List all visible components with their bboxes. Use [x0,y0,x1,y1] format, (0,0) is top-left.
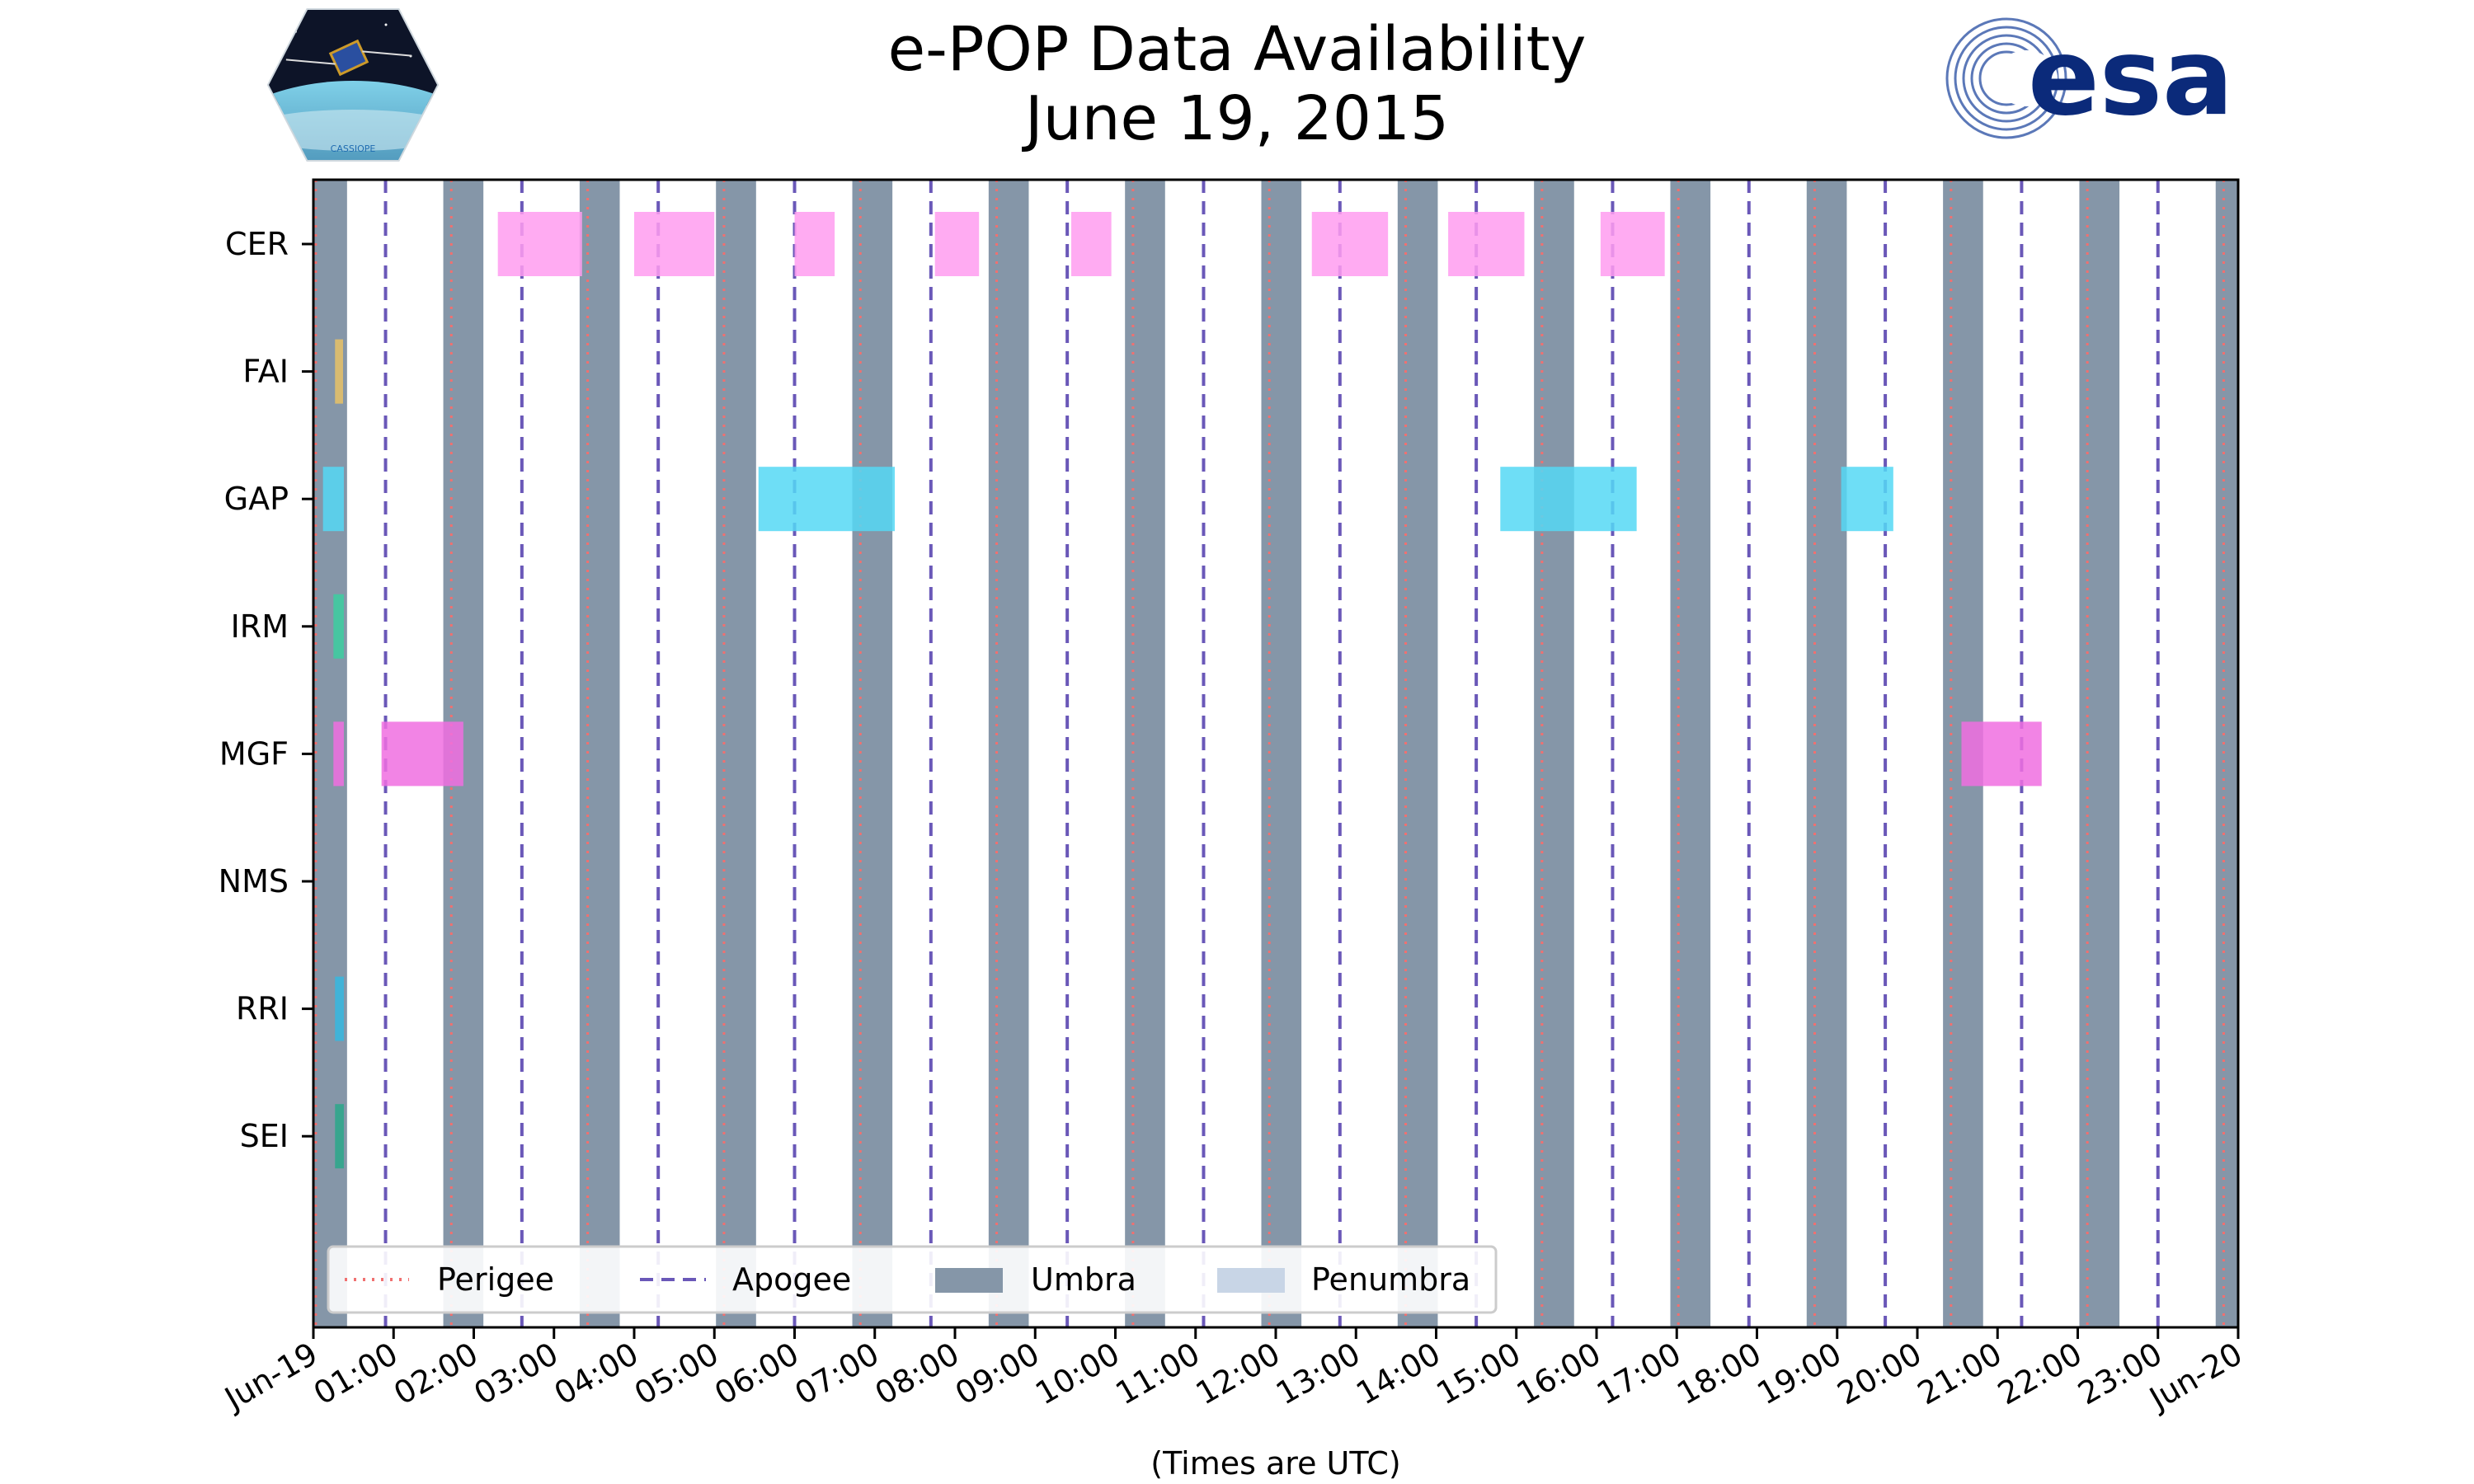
interval-bar-cer [1311,212,1389,276]
interval-bar-gap [1841,467,1893,532]
x-tick-label: 06:00 [708,1336,805,1412]
interval-bar-mgf [381,721,463,787]
y-tick-label-cer: CER [225,226,289,262]
y-tick-label-sei: SEI [240,1118,289,1154]
esa-logo-text: esa [2028,16,2233,139]
x-tick-label: 15:00 [1430,1336,1526,1412]
cassiope-logo-text: CASSIOPE [331,143,376,154]
x-tick-label: 11:00 [1109,1336,1206,1412]
interval-bar-cer [794,212,835,276]
chart-title-line-1: e-POP Data Availability [887,14,1587,85]
x-axis: Jun-1901:0002:0003:0004:0005:0006:0007:0… [218,1327,2249,1418]
y-tick-label-rri: RRI [236,991,289,1027]
interval-bar-mgf [1961,721,2042,787]
x-tick-label: 17:00 [1591,1336,1687,1412]
umbra-band [716,180,756,1327]
y-tick-label-gap: GAP [224,481,289,517]
legend-box [327,1245,1498,1314]
interval-bar-gap [758,467,896,532]
x-tick-label: 04:00 [548,1336,645,1412]
x-tick-label: 10:00 [1029,1336,1126,1412]
interval-bar-fai [335,339,343,404]
esa-logo: esa [1945,16,2233,139]
chart-title: e-POP Data Availability June 19, 2015 [0,15,2474,153]
umbra-band [1261,180,1302,1327]
x-tick-label: 22:00 [1992,1336,2088,1412]
x-tick-label: 13:00 [1270,1336,1366,1412]
x-tick-label: 18:00 [1671,1336,1767,1412]
perigee-line-layer [314,180,2225,1327]
chart-title-line-2: June 19, 2015 [1024,83,1450,154]
x-tick-label: 03:00 [468,1336,564,1412]
x-tick-label: 08:00 [869,1336,966,1412]
legend-label-apogee: Apogee [732,1261,851,1298]
umbra-band-layer [313,180,2238,1327]
umbra-band [1534,180,1574,1327]
interval-bar-gap [322,467,344,532]
x-tick-label: 19:00 [1751,1336,1847,1412]
umbra-band [2079,180,2120,1327]
interval-bar-gap [1500,467,1637,532]
umbra-band [1125,180,1165,1327]
interval-bar-cer [1448,212,1525,276]
x-tick-label: 20:00 [1832,1336,1928,1412]
legend-label-umbra: Umbra [1031,1261,1136,1298]
y-tick-label-nms: NMS [219,863,289,899]
x-axis-label: (Times are UTC) [1150,1445,1400,1482]
y-axis: CER FAI GAP IRM MGF NMS RRI SEI [219,226,313,1154]
cassiope-mission-logo: CASSIOPE [266,8,440,162]
umbra-band [1670,180,1711,1327]
interval-bar-cer [634,212,715,276]
interval-bar-cer [1600,212,1665,276]
x-tick-label: 12:00 [1190,1336,1286,1412]
x-tick-label: Jun-19 [218,1336,324,1418]
legend-label-penumbra: Penumbra [1311,1261,1470,1298]
interval-bar-irm [333,594,344,659]
x-tick-label: 21:00 [1912,1336,2008,1412]
x-tick-label: 16:00 [1511,1336,1607,1412]
legend-swatch-umbra [935,1268,1003,1293]
legend: Perigee Apogee Umbra Penumbra [327,1245,1498,1314]
interval-bar-cer [934,212,980,276]
x-tick-label: Jun-20 [2142,1336,2249,1418]
x-tick-label: 01:00 [308,1336,404,1412]
x-tick-label: 05:00 [628,1336,725,1412]
legend-label-perigee: Perigee [437,1261,554,1298]
umbra-band [1397,180,1438,1327]
umbra-band [1806,180,1847,1327]
x-tick-label: 02:00 [388,1336,484,1412]
instrument-interval-layer [322,212,2042,1169]
umbra-band [2215,180,2238,1327]
y-tick-label-mgf: MGF [219,735,289,772]
interval-bar-mgf [333,721,344,787]
x-tick-label: 07:00 [788,1336,885,1412]
interval-bar-rri [335,976,344,1041]
interval-bar-cer [497,212,582,276]
legend-swatch-penumbra [1217,1268,1285,1293]
y-tick-label-fai: FAI [242,354,289,390]
umbra-band [852,180,893,1327]
umbra-band [579,180,620,1327]
interval-bar-sei [335,1104,344,1169]
x-tick-label: 09:00 [949,1336,1046,1412]
y-tick-label-irm: IRM [231,608,289,645]
apogee-line-layer [383,180,2160,1327]
umbra-band [988,180,1029,1327]
x-tick-label: 14:00 [1350,1336,1446,1412]
interval-bar-cer [1071,212,1112,276]
